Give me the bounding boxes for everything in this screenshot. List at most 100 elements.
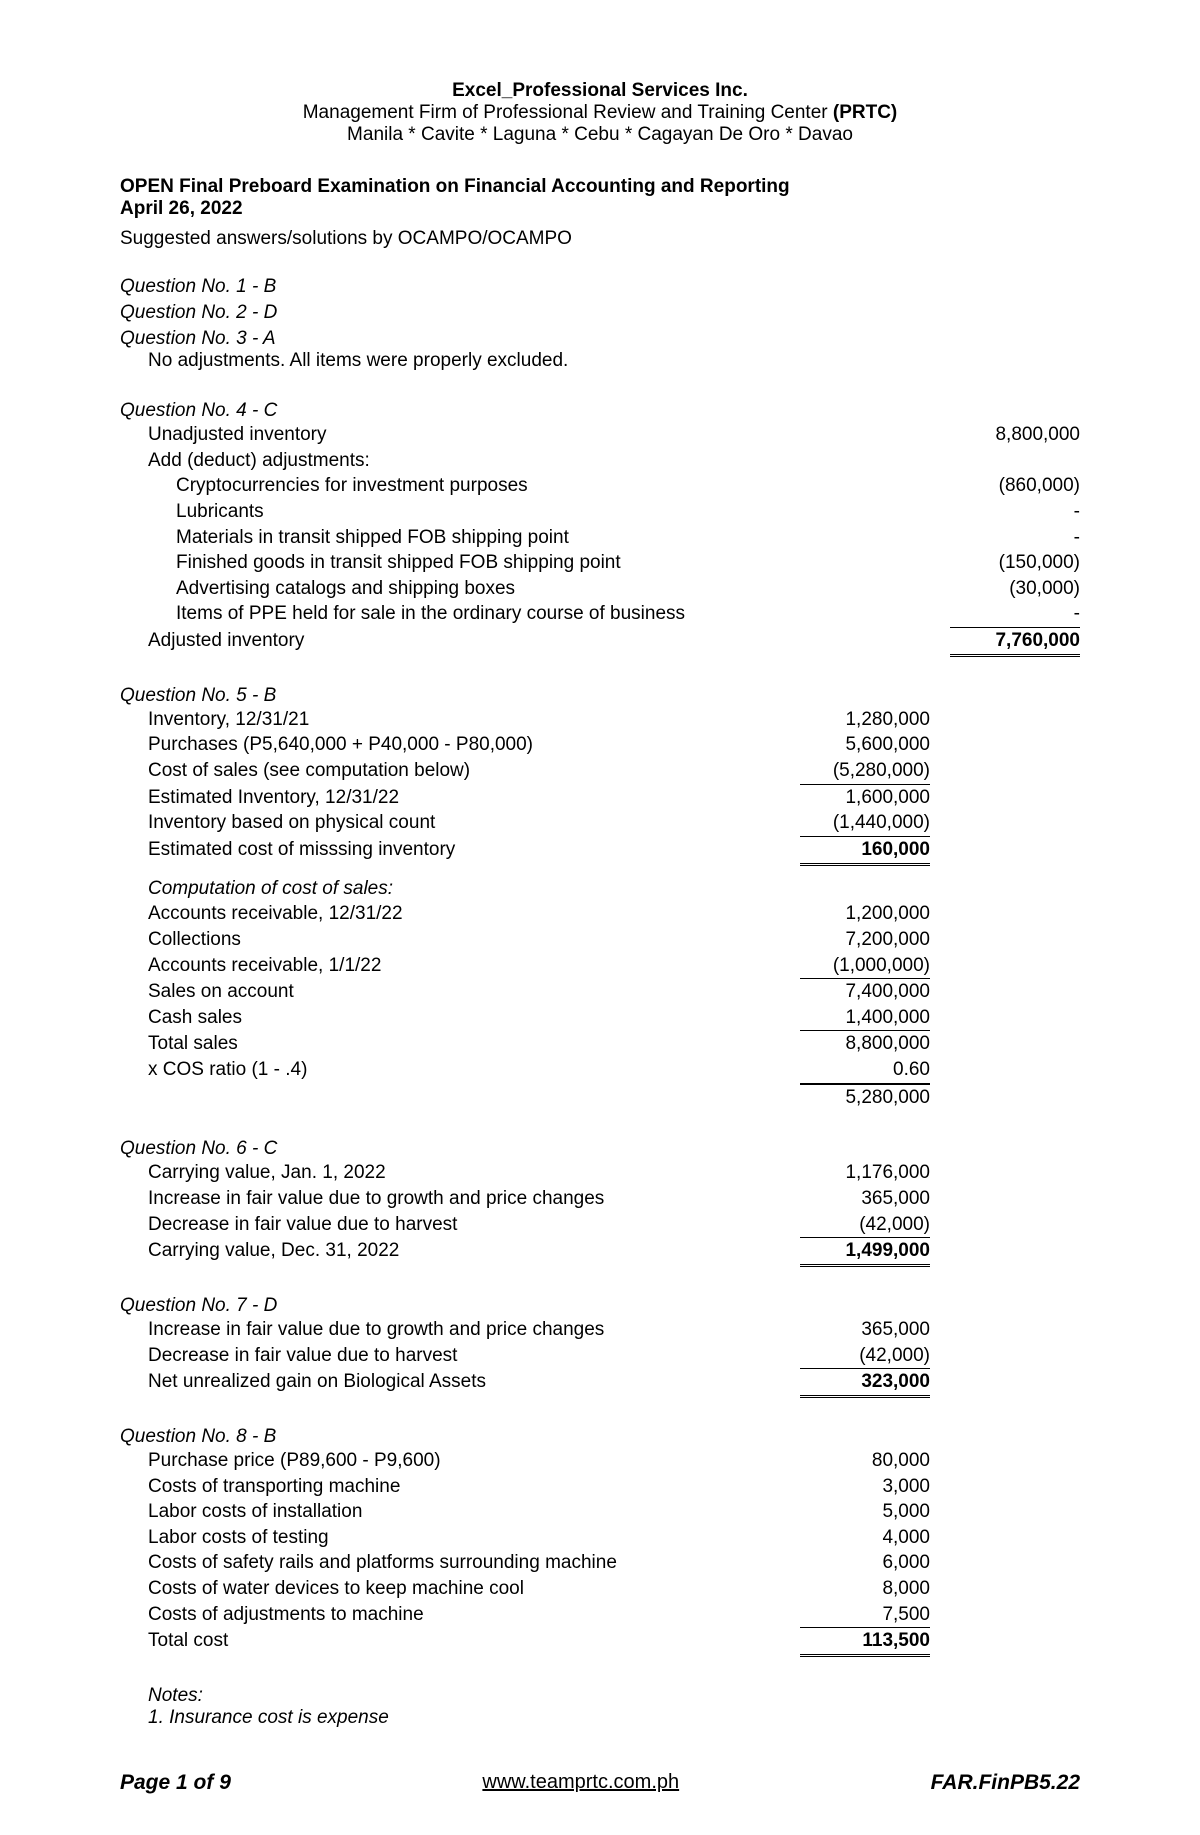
row-value-col1: 7,200,000 [780, 927, 930, 953]
row-value-col2 [930, 1317, 1080, 1343]
row-value-col1: 0.60 [780, 1057, 930, 1084]
notes-block: Notes: 1. Insurance cost is expense [120, 1685, 1080, 1729]
row-value-col2 [930, 953, 1080, 980]
q4-label: Add (deduct) adjustments: [120, 448, 930, 474]
table-row: Costs of adjustments to machine7,500 [120, 1602, 1080, 1629]
question-6: Question No. 6 - C Carrying value, Jan. … [120, 1138, 1080, 1267]
row-value-col1: 5,000 [780, 1499, 930, 1525]
row-value-col2 [930, 810, 1080, 837]
q4-row: Finished goods in transit shipped FOB sh… [120, 550, 1080, 576]
row-label: Inventory based on physical count [120, 810, 780, 837]
q4-row: Items of PPE held for sale in the ordina… [120, 601, 1080, 628]
table-row: Estimated Inventory, 12/31/221,600,000 [120, 785, 1080, 811]
row-value-col2 [930, 979, 1080, 1005]
q5-comp-head-row: Computation of cost of sales: [120, 876, 1080, 902]
row-value-col1: 8,800,000 [780, 1031, 930, 1057]
row-value-col2 [930, 732, 1080, 758]
row-value-col2 [930, 1084, 1080, 1111]
table-row: Total sales8,800,000 [120, 1031, 1080, 1057]
header-sub1-text: Management Firm of Professional Review a… [303, 102, 833, 123]
row-value-col2 [930, 1160, 1080, 1186]
row-value-col2 [930, 901, 1080, 927]
row-label [120, 1084, 780, 1111]
table-row: Accounts receivable, 1/1/22(1,000,000) [120, 953, 1080, 980]
q6-head: Question No. 6 - C [120, 1138, 1080, 1160]
table-row: Estimated cost of misssing inventory160,… [120, 837, 1080, 866]
table-row: Inventory, 12/31/211,280,000 [120, 707, 1080, 733]
row-label: Costs of water devices to keep machine c… [120, 1576, 780, 1602]
row-value-col1: 1,280,000 [780, 707, 930, 733]
row-label: Estimated Inventory, 12/31/22 [120, 785, 780, 811]
q5-part-b: Accounts receivable, 12/31/221,200,000Co… [120, 901, 1080, 1110]
row-value-col2 [930, 707, 1080, 733]
row-value-col2 [930, 785, 1080, 811]
row-value-col1: 4,000 [780, 1525, 930, 1551]
table-row: Net unrealized gain on Biological Assets… [120, 1369, 1080, 1398]
row-label: Purchase price (P89,600 - P9,600) [120, 1448, 780, 1474]
table-row: Carrying value, Dec. 31, 20221,499,000 [120, 1238, 1080, 1267]
row-label: Decrease in fair value due to harvest [120, 1212, 780, 1239]
q4-head: Question No. 4 - C [120, 400, 1080, 422]
row-value-col1: 160,000 [780, 837, 930, 866]
row-value-col2 [930, 1369, 1080, 1398]
table-row: Decrease in fair value due to harvest(42… [120, 1212, 1080, 1239]
table-row: Cost of sales (see computation below)(5,… [120, 758, 1080, 785]
row-label: Accounts receivable, 1/1/22 [120, 953, 780, 980]
row-label: Costs of transporting machine [120, 1474, 780, 1500]
q4-row: Lubricants - [120, 499, 1080, 525]
row-value-col1: (1,440,000) [780, 810, 930, 837]
row-value-col2 [930, 1212, 1080, 1239]
table-row: Purchases (P5,640,000 + P40,000 - P80,00… [120, 732, 1080, 758]
row-value-col1: 323,000 [780, 1369, 930, 1398]
q4-row: Unadjusted inventory 8,800,000 [120, 422, 1080, 448]
footer-link[interactable]: www.teamprtc.com.ph [482, 1771, 679, 1795]
q4-row-total: Adjusted inventory 7,760,000 [120, 628, 1080, 657]
q4-value: (860,000) [930, 473, 1080, 499]
exam-date: April 26, 2022 [120, 198, 1080, 220]
row-label: Sales on account [120, 979, 780, 1005]
row-label: Net unrealized gain on Biological Assets [120, 1369, 780, 1398]
company-name: Excel_Professional Services Inc. [120, 80, 1080, 102]
table-row: 5,280,000 [120, 1084, 1080, 1111]
row-label: Accounts receivable, 12/31/22 [120, 901, 780, 927]
row-label: Total sales [120, 1031, 780, 1057]
q4-label: Advertising catalogs and shipping boxes [120, 576, 930, 602]
q4-row: Materials in transit shipped FOB shippin… [120, 525, 1080, 551]
table-row: Total cost113,500 [120, 1628, 1080, 1657]
question-4: Question No. 4 - C Unadjusted inventory … [120, 400, 1080, 657]
row-value-col2 [930, 1628, 1080, 1657]
row-value-col1: 8,000 [780, 1576, 930, 1602]
row-value-col2 [930, 1343, 1080, 1370]
q5-head: Question No. 5 - B [120, 685, 1080, 707]
row-value-col1: 7,500 [780, 1602, 930, 1629]
row-value-col1: 1,400,000 [780, 1005, 930, 1032]
q8-rows: Purchase price (P89,600 - P9,600)80,000C… [120, 1448, 1080, 1657]
row-value-col1: 3,000 [780, 1474, 930, 1500]
table-row: Inventory based on physical count(1,440,… [120, 810, 1080, 837]
row-value-col1: 365,000 [780, 1317, 930, 1343]
q4-value: - [930, 525, 1080, 551]
q5-part-a: Inventory, 12/31/211,280,000Purchases (P… [120, 707, 1080, 866]
notes-line-1: 1. Insurance cost is expense [148, 1707, 1080, 1729]
q4-label: Lubricants [120, 499, 930, 525]
document-header: Excel_Professional Services Inc. Managem… [120, 80, 1080, 146]
row-value-col1: 7,400,000 [780, 979, 930, 1005]
q4-value: (150,000) [930, 550, 1080, 576]
row-label: Decrease in fair value due to harvest [120, 1343, 780, 1370]
row-value-col2 [930, 1005, 1080, 1032]
row-label: Costs of adjustments to machine [120, 1602, 780, 1629]
row-value-col2 [930, 1474, 1080, 1500]
q5-comp-head: Computation of cost of sales: [120, 876, 1080, 902]
row-label: Costs of safety rails and platforms surr… [120, 1550, 780, 1576]
row-value-col2 [930, 1550, 1080, 1576]
header-sub1-bold: (PRTC) [833, 102, 897, 123]
row-value-col1: (1,000,000) [780, 953, 930, 980]
row-value-col1: 80,000 [780, 1448, 930, 1474]
footer-page-num: Page 1 of 9 [120, 1771, 231, 1795]
row-value-col2 [930, 837, 1080, 866]
table-row: Purchase price (P89,600 - P9,600)80,000 [120, 1448, 1080, 1474]
row-value-col1: (5,280,000) [780, 758, 930, 785]
document-page: Excel_Professional Services Inc. Managem… [0, 0, 1200, 1835]
row-value-col2 [930, 927, 1080, 953]
row-value-col2 [930, 1238, 1080, 1267]
